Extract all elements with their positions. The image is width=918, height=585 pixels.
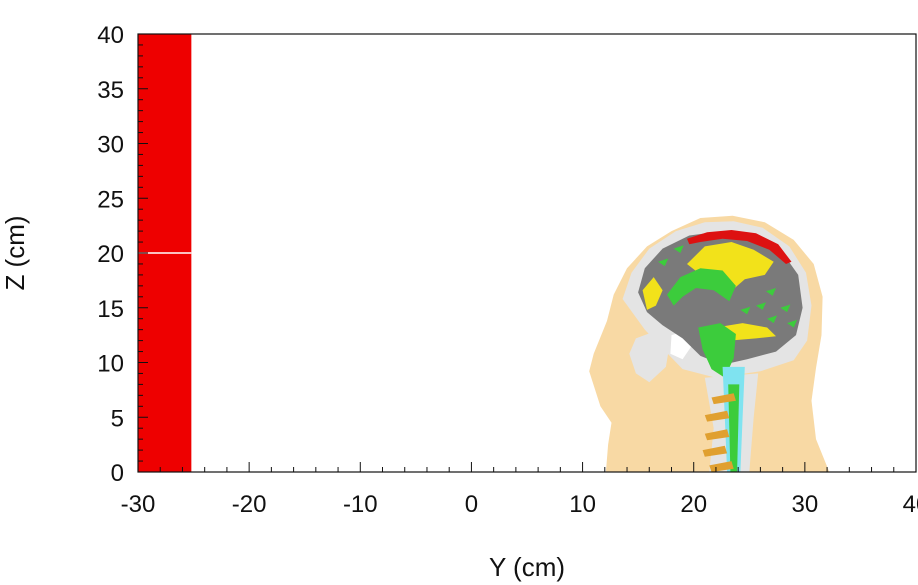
vertebra-region	[704, 410, 730, 422]
y-tick-label: 20	[97, 241, 124, 268]
y-tick-label: 35	[97, 77, 124, 104]
csf-speckle	[767, 315, 778, 324]
y-axis-ticks: 0 5 10 15 20 25 30 35 40	[97, 22, 148, 487]
csf-speckle	[787, 319, 798, 328]
y-tick-label: 0	[111, 460, 124, 487]
vertebra-region	[709, 461, 734, 472]
x-tick-label: 30	[792, 491, 819, 518]
vertebra-region	[704, 429, 730, 441]
csf-speckle	[658, 258, 669, 267]
white-matter-region	[687, 242, 774, 295]
y-tick-label: 5	[111, 405, 124, 432]
y-tick-label: 25	[97, 186, 124, 213]
csf-speckle	[766, 288, 776, 296]
x-tick-label: -10	[343, 491, 378, 518]
vertebra-region	[711, 393, 736, 405]
x-tick-label: 40	[903, 491, 918, 518]
csf-speckle	[740, 306, 751, 315]
y-axis-label: Z (cm)	[0, 215, 30, 290]
y-tick-label: 30	[97, 132, 124, 159]
x-axis-label: Y (cm)	[489, 552, 565, 582]
x-tick-label: 0	[465, 491, 478, 518]
x-tick-label: 20	[680, 491, 707, 518]
csf-brainstem-region	[698, 323, 736, 378]
y-tick-label: 10	[97, 351, 124, 378]
x-axis-ticks: -30 -20 -10 0 10 20 30 40	[121, 462, 918, 518]
y-tick-label: 40	[97, 22, 124, 49]
csf-speckle	[780, 304, 791, 313]
scalp-vessel-region	[687, 230, 792, 264]
white-matter-region-2	[642, 277, 663, 310]
x-tick-label: -30	[121, 491, 156, 518]
x-tick-label: -20	[232, 491, 267, 518]
spinal-cord-region	[728, 384, 740, 472]
facial-bone-region	[629, 331, 670, 383]
csf-ventricle-region	[667, 268, 736, 306]
csf-speckle	[756, 302, 766, 310]
head-phantom	[589, 215, 830, 473]
vertebra-region	[702, 445, 728, 457]
csf-speckle	[673, 245, 684, 253]
y-tick-label: 15	[97, 296, 124, 323]
x-tick-label: 10	[569, 491, 596, 518]
